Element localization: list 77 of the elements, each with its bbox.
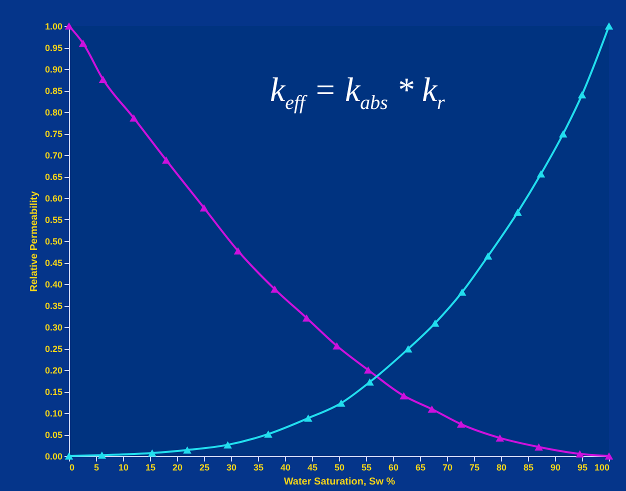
x-tick-label: 80: [496, 462, 507, 472]
x-tick-label: 10: [118, 462, 129, 472]
point: [270, 286, 279, 293]
point: [302, 314, 311, 322]
y-tick-label: 0.10: [44, 408, 62, 418]
y-tick-label: 0.55: [44, 215, 62, 225]
y-axis-title: Relative Permeability: [28, 190, 40, 292]
y-tick-label: 0.00: [44, 452, 62, 462]
y-tick-label: 0.15: [44, 387, 62, 397]
annotation: k$_{eff}$ = k$_{abs}$ * k$_{r}$: [270, 72, 445, 115]
x-tick-label: 15: [145, 462, 156, 472]
x-tick-label: 55: [361, 462, 372, 472]
point: [576, 450, 584, 458]
point: [514, 208, 522, 216]
point: [364, 366, 372, 374]
point: [304, 414, 312, 422]
point: [428, 406, 436, 413]
point: [148, 449, 156, 457]
y-tick-label: 0.50: [44, 236, 62, 246]
y-tick-label: 0.95: [44, 43, 62, 53]
point: [336, 399, 346, 407]
point: [98, 76, 108, 83]
y-tick-label: 0.45: [44, 258, 62, 268]
point: [400, 392, 408, 400]
y-tick-label: 0.85: [44, 86, 62, 96]
point: [78, 40, 88, 47]
y-tick-label: 0.40: [44, 280, 62, 290]
x-tick-label: 20: [172, 462, 183, 472]
point: [98, 452, 106, 459]
x-tick-label: 30: [226, 462, 237, 472]
point: [456, 420, 466, 428]
point: [234, 247, 242, 255]
x-tick-label: 50: [334, 462, 345, 472]
x-tick-label: 85: [523, 462, 534, 472]
point: [534, 443, 543, 451]
point: [404, 345, 412, 353]
x-tick-label: 95: [577, 462, 588, 472]
point: [604, 22, 614, 30]
y-tick-label: 0.90: [44, 64, 62, 74]
point: [183, 446, 192, 454]
point: [200, 204, 208, 212]
point: [496, 434, 504, 442]
y-tick-label: 0.05: [44, 430, 62, 440]
y-tick-label: 0.70: [44, 150, 62, 160]
point: [458, 288, 466, 296]
x-tick-label: 0: [70, 462, 75, 472]
point: [578, 91, 586, 98]
y-tick-label: 0.25: [44, 344, 62, 354]
y-tick-label: 0.30: [44, 322, 62, 332]
point: [366, 378, 374, 386]
point: [224, 441, 232, 448]
x-tick-label: 75: [469, 462, 480, 472]
y-tick-label: 0.65: [44, 172, 62, 182]
y-tick-label: 0.35: [44, 301, 62, 311]
point: [130, 114, 138, 122]
x-tick-label: 35: [253, 462, 264, 472]
x-tick-label: 65: [415, 462, 426, 472]
x-axis-title: Water Saturation, Sw %: [284, 476, 396, 488]
point: [162, 156, 170, 164]
point: [264, 430, 272, 438]
x-tick-label: 5: [94, 462, 100, 472]
point: [430, 320, 440, 327]
point: [536, 170, 546, 178]
x-tick-label: 25: [199, 462, 210, 472]
x-tick-label: 45: [307, 462, 318, 472]
x-tick-label: 100: [594, 462, 610, 472]
point: [558, 130, 568, 138]
x-tick-label: 40: [280, 462, 291, 472]
y-tick-label: 1.00: [44, 22, 62, 32]
x-tick-label: 90: [550, 462, 561, 472]
y-tick-label: 0.60: [44, 194, 62, 204]
point: [484, 252, 492, 260]
x-tick-label: 70: [442, 462, 453, 472]
x-tick-label: 60: [388, 462, 399, 472]
y-tick-label: 0.20: [44, 366, 62, 376]
y-tick-label: 0.75: [44, 129, 62, 139]
y-tick-label: 0.80: [44, 108, 62, 118]
